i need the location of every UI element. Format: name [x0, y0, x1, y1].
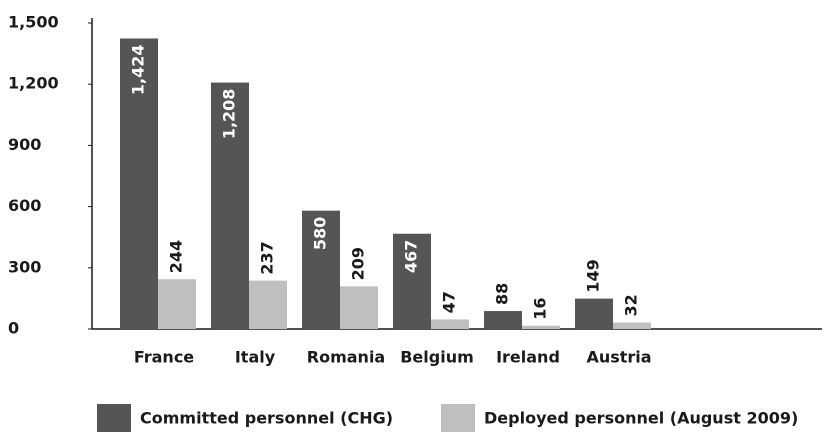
legend-label: Committed personnel (CHG): [140, 409, 393, 428]
data-label: 149: [584, 259, 603, 292]
bar: [120, 38, 158, 330]
data-label: 580: [311, 217, 330, 250]
y-tick-label: 600: [8, 196, 41, 215]
bar: [431, 319, 469, 329]
y-tick-label: 900: [8, 135, 41, 154]
y-tick-label: 0: [8, 319, 19, 338]
data-label: 467: [402, 240, 421, 273]
data-label: 1,424: [129, 45, 148, 96]
data-label: 244: [167, 240, 186, 273]
legend-swatch: [441, 404, 475, 432]
x-tick-label: France: [134, 348, 194, 367]
bar: [613, 322, 651, 329]
bar: [158, 279, 196, 329]
data-label: 88: [493, 283, 512, 305]
bar: [211, 82, 249, 330]
y-tick-label: 1,500: [8, 13, 59, 32]
data-label: 237: [258, 241, 277, 274]
data-label: 47: [440, 291, 459, 313]
x-tick-label: Romania: [307, 348, 385, 367]
bar: [302, 210, 340, 329]
data-label: 32: [622, 294, 641, 316]
data-label: 16: [531, 297, 550, 319]
bar: [249, 280, 287, 329]
bar: [575, 298, 613, 329]
legend-swatch: [97, 404, 131, 432]
bar: [484, 311, 522, 329]
x-tick-label: Austria: [586, 348, 651, 367]
data-label: 209: [349, 247, 368, 280]
x-tick-label: Belgium: [400, 348, 474, 367]
y-tick-label: 1,200: [8, 74, 59, 93]
y-tick-label: 300: [8, 257, 41, 276]
legend-label: Deployed personnel (August 2009): [484, 409, 798, 428]
bar: [393, 233, 431, 329]
bar: [340, 286, 378, 329]
x-tick-label: Italy: [235, 348, 276, 367]
x-tick-label: Ireland: [496, 348, 560, 367]
bar: [522, 325, 560, 329]
data-label: 1,208: [220, 89, 239, 140]
